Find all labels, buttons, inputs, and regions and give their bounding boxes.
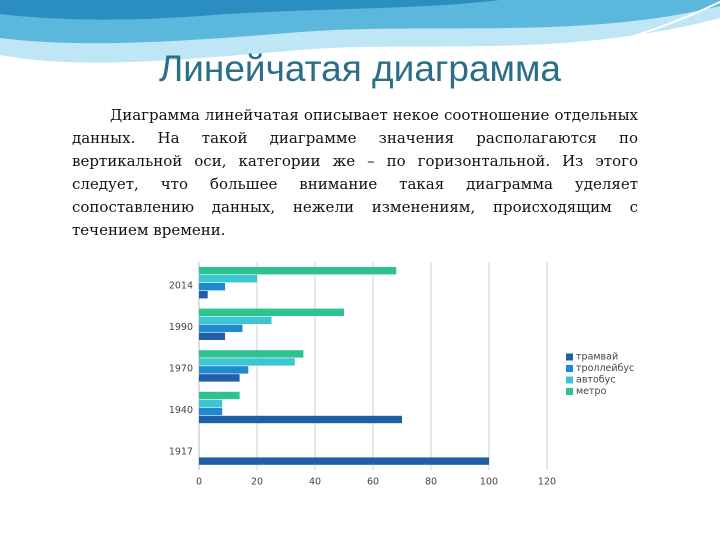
bar [199,366,249,374]
bar [199,308,344,316]
bar [199,415,402,424]
bar [199,350,304,358]
bar [199,283,226,291]
bar [199,374,240,382]
legend-swatch [566,365,573,372]
bar [199,399,223,408]
title: Линейчатая диаграмма [158,48,562,89]
y-tick-label: 1990 [169,322,193,333]
bar [199,407,223,416]
x-tick-label: 80 [425,477,437,488]
decoration [0,0,500,20]
bar [199,358,295,366]
bar [199,324,243,332]
y-tick-label: 1917 [169,447,193,458]
x-tick-label: 60 [367,477,379,488]
bar [199,457,489,465]
y-tick-label: 2014 [169,280,193,291]
bar [199,275,257,283]
x-tick-label: 100 [480,477,498,488]
y-tick-label: 1970 [169,364,193,375]
y-tick-label: 1940 [169,405,193,416]
paragraph: Диаграмма линейчатая описывает некое соо… [72,106,638,239]
bar [199,267,397,275]
bar [199,316,272,324]
legend-swatch [566,353,573,361]
x-tick-label: 0 [196,477,202,488]
legend-label: троллейбус [576,363,634,374]
legend-label: метро [576,386,607,397]
legend-label: трамвай [576,352,618,363]
bar [199,332,226,340]
x-tick-label: 20 [251,477,263,488]
legend-swatch [566,376,573,384]
decoration [479,1,720,67]
x-tick-label: 120 [538,477,556,488]
bar [199,391,240,400]
legend-swatch [566,388,573,395]
x-tick-label: 40 [309,477,321,488]
bar [199,291,208,299]
legend-label: автобус [576,375,615,386]
